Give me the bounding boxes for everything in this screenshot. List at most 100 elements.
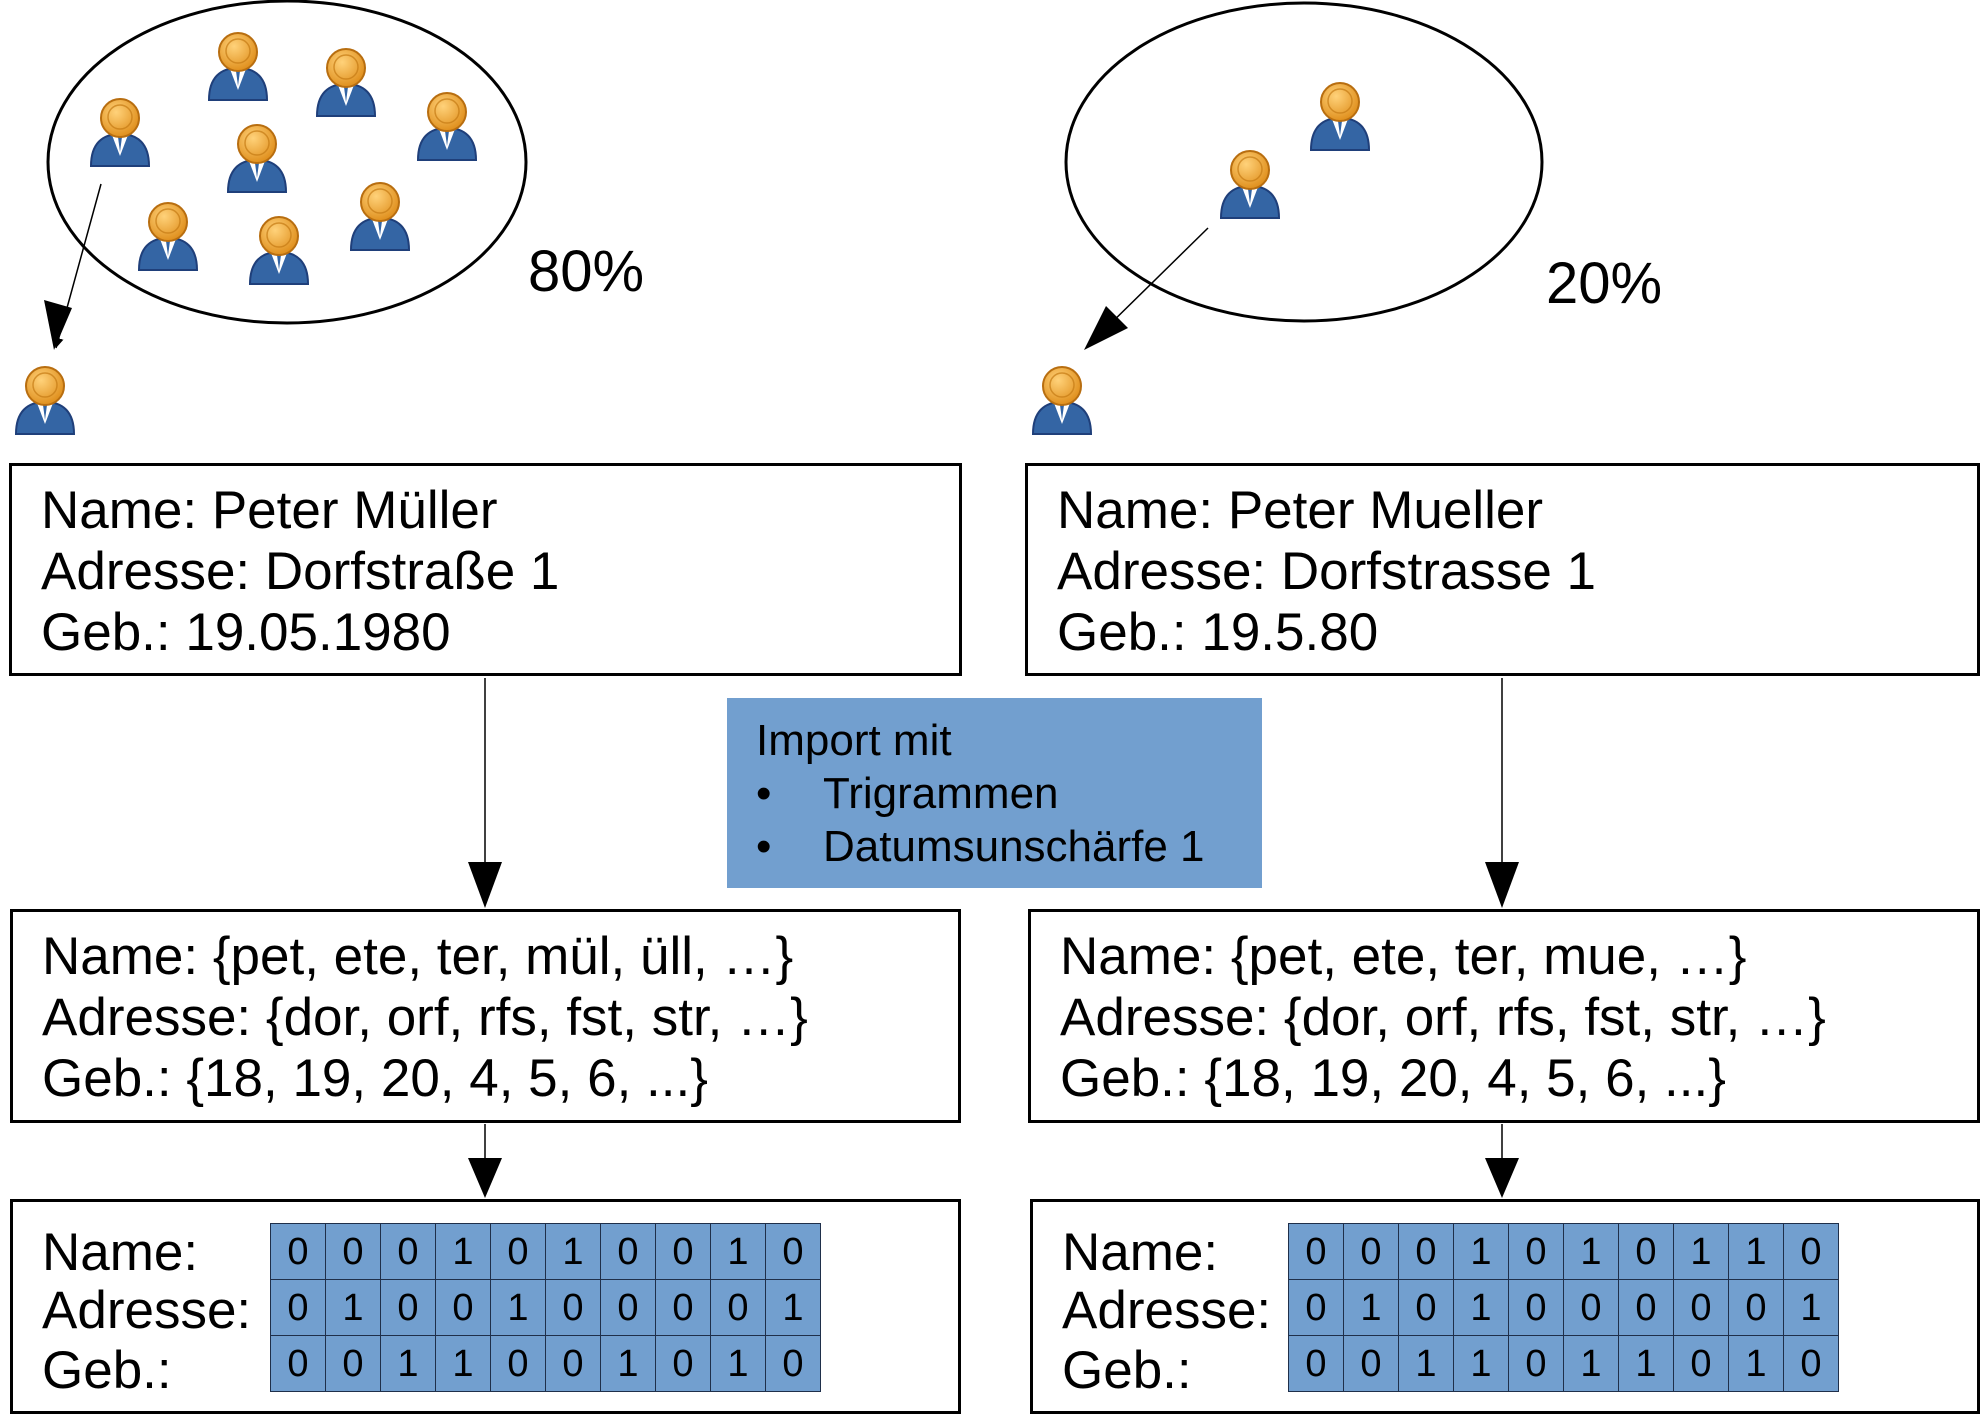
population-ellipse-left [46, 0, 528, 325]
bit-cell: 1 [380, 1335, 436, 1392]
person-icon [1220, 150, 1280, 219]
bit-cell: 0 [600, 1279, 656, 1336]
bit-cell: 0 [435, 1279, 491, 1336]
bit-cell: 0 [325, 1335, 381, 1392]
person-icon [350, 182, 410, 251]
bit-cell: 0 [270, 1279, 326, 1336]
record-box-right: Name: Peter Mueller Adresse: Dorfstrasse… [1025, 463, 1980, 676]
bit-cell: 0 [600, 1223, 656, 1280]
bit-label-birthdate: Geb.: [42, 1341, 172, 1400]
bit-cell: 0 [655, 1279, 711, 1336]
bit-cell: 0 [765, 1223, 821, 1280]
arrowhead-record-right [1485, 862, 1519, 908]
bit-label-birthdate: Geb.: [1062, 1341, 1192, 1400]
trigram-address: Adresse: {dor, orf, rfs, fst, str, …} [42, 988, 808, 1047]
bit-cell: 0 [1618, 1223, 1674, 1280]
bit-cell: 0 [270, 1335, 326, 1392]
arrow-select-right [1099, 227, 1209, 335]
bit-cell: 0 [545, 1335, 601, 1392]
import-method-list: Trigrammen Datumsunschärfe 1 [756, 767, 1262, 873]
bit-cell: 1 [1563, 1335, 1619, 1392]
person-icon [316, 48, 376, 117]
bit-cell: 1 [1398, 1335, 1454, 1392]
trigram-box-right: Name: {pet, ete, ter, mue, …} Adresse: {… [1028, 909, 1980, 1123]
arrowhead-select-right [1084, 306, 1128, 350]
bit-cell: 1 [1453, 1279, 1509, 1336]
bit-cell: 0 [1618, 1279, 1674, 1336]
bit-cell: 0 [1508, 1279, 1564, 1336]
bit-cell: 1 [1728, 1335, 1784, 1392]
bit-cell: 0 [1673, 1335, 1729, 1392]
bit-cell: 0 [655, 1335, 711, 1392]
bit-cell: 1 [325, 1279, 381, 1336]
bit-cell: 0 [1508, 1335, 1564, 1392]
bit-cell: 1 [1563, 1223, 1619, 1280]
person-icon [1310, 82, 1370, 151]
record-address: Adresse: Dorfstrasse 1 [1057, 542, 1597, 601]
bit-cell: 1 [1343, 1279, 1399, 1336]
bit-cell: 0 [1508, 1223, 1564, 1280]
bit-cell: 0 [380, 1279, 436, 1336]
bit-cell: 1 [1783, 1279, 1839, 1336]
trigram-name: Name: {pet, ete, ter, mue, …} [1060, 927, 1747, 986]
bit-cell: 0 [270, 1223, 326, 1280]
person-icon [208, 32, 268, 101]
import-info-box: Import mit Trigrammen Datumsunschärfe 1 [727, 698, 1262, 888]
bit-cell: 0 [325, 1223, 381, 1280]
person-icon [15, 366, 75, 435]
bit-cell: 0 [1728, 1279, 1784, 1336]
bit-cell: 0 [765, 1335, 821, 1392]
population-ellipse-right [1064, 1, 1544, 323]
bit-label-name: Name: [42, 1223, 199, 1282]
bit-cell: 0 [1343, 1335, 1399, 1392]
import-title: Import mit [756, 716, 952, 765]
person-icons-left [90, 32, 477, 285]
bit-cell: 0 [1783, 1335, 1839, 1392]
bit-cell: 0 [655, 1223, 711, 1280]
bit-cell: 0 [1563, 1279, 1619, 1336]
record-name: Name: Peter Mueller [1057, 481, 1544, 540]
arrowhead-record-left [468, 862, 502, 908]
trigram-birthdate: Geb.: {18, 19, 20, 4, 5, 6, ...} [1060, 1049, 1726, 1108]
bit-cell: 1 [710, 1223, 766, 1280]
trigram-birthdate: Geb.: {18, 19, 20, 4, 5, 6, ...} [42, 1049, 708, 1108]
record-box-left: Name: Peter Müller Adresse: Dorfstraße 1… [9, 463, 962, 676]
arrowhead-trigram-right [1485, 1158, 1519, 1198]
person-icon [90, 98, 150, 167]
bit-cell: 0 [490, 1223, 546, 1280]
record-address: Adresse: Dorfstraße 1 [41, 542, 560, 601]
bit-cell: 0 [1783, 1223, 1839, 1280]
percentage-left: 80% [528, 239, 645, 304]
bit-cell: 0 [1343, 1223, 1399, 1280]
import-method-date-fuzziness: Datumsunschärfe 1 [756, 820, 1262, 873]
bit-cell: 0 [1288, 1223, 1344, 1280]
import-method-trigrams: Trigrammen [756, 767, 1262, 820]
bit-label-address: Adresse: [42, 1281, 252, 1340]
bit-cell: 0 [1673, 1279, 1729, 1336]
record-birthdate: Geb.: 19.5.80 [1057, 603, 1379, 662]
trigram-name: Name: {pet, ete, ter, mül, üll, …} [42, 927, 794, 986]
bit-cell: 0 [1398, 1223, 1454, 1280]
bit-cell: 0 [1288, 1335, 1344, 1392]
person-icon [249, 216, 309, 285]
bit-cell: 1 [435, 1335, 491, 1392]
percentage-right: 20% [1546, 251, 1663, 316]
arrowhead-trigram-left [468, 1158, 502, 1198]
bit-cell: 1 [765, 1279, 821, 1336]
bit-cell: 0 [545, 1279, 601, 1336]
bit-cell: 1 [600, 1335, 656, 1392]
bit-cell: 1 [1673, 1223, 1729, 1280]
bit-cell: 0 [490, 1335, 546, 1392]
bit-cell: 0 [380, 1223, 436, 1280]
bit-label-name: Name: [1062, 1223, 1219, 1282]
